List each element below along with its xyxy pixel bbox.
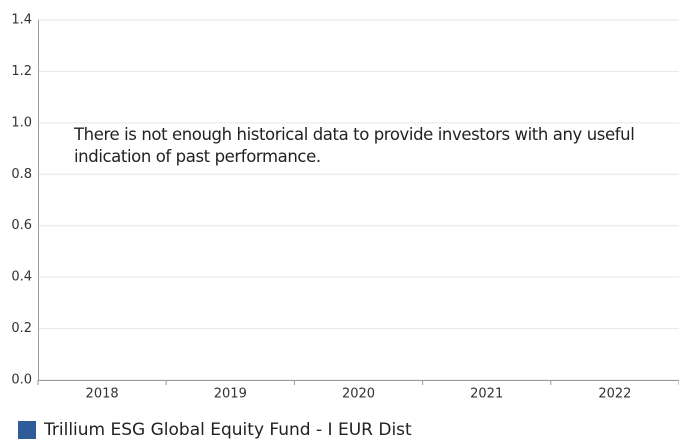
x-tick-label: 2022 (598, 387, 631, 402)
legend-label: Trillium ESG Global Equity Fund - I EUR … (43, 420, 412, 439)
y-tick-label: 0.0 (11, 373, 32, 388)
x-tick-label: 2021 (470, 387, 503, 402)
y-tick-label: 1.2 (11, 64, 32, 79)
x-tick-label: 2018 (86, 387, 119, 402)
y-tick-label: 0.2 (11, 321, 32, 336)
y-tick-label: 1.4 (11, 13, 32, 28)
legend-swatch (18, 421, 36, 439)
y-tick-label: 0.8 (11, 167, 32, 182)
x-tick-label: 2020 (342, 387, 375, 402)
x-tick-label: 2019 (214, 387, 247, 402)
y-tick-label: 1.0 (11, 115, 32, 130)
y-tick-label: 0.4 (11, 270, 32, 285)
y-tick-label: 0.6 (11, 218, 32, 233)
annotation: There is not enough historical data to p… (74, 125, 635, 166)
